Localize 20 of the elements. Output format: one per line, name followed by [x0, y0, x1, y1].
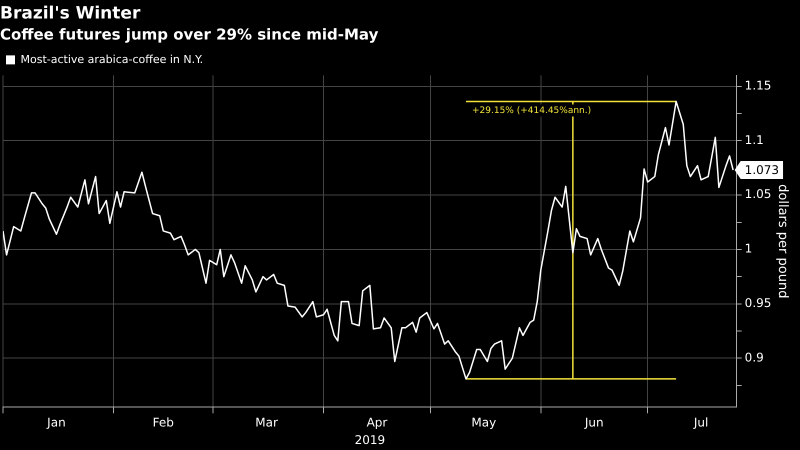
y-axis-title: dollars per pound — [774, 184, 790, 298]
y-tick-label: 1.05 — [744, 187, 772, 202]
legend-label: Most-active arabica-coffee in N.Y. — [20, 52, 204, 66]
y-tick-label: 1.1 — [744, 132, 764, 147]
x-tick-label: Mar — [255, 416, 278, 430]
x-tick-label: Jun — [584, 416, 604, 430]
y-tick-label: 1.15 — [744, 78, 772, 92]
annotation: +29.15% (+414.45%ann.) — [472, 106, 592, 116]
y-tick-label: 1 — [744, 242, 752, 256]
x-tick-label: Jul — [692, 416, 708, 430]
y-tick-label: 0.95 — [744, 296, 772, 310]
x-tick-label: Apr — [366, 416, 388, 430]
y-tick-label: 0.9 — [744, 350, 764, 364]
chart-title: Brazil's Winter — [0, 4, 141, 24]
x-tick-label: Jan — [46, 416, 66, 430]
chart-subtitle: Coffee futures jump over 29% since mid-May — [0, 25, 379, 44]
annotation: 1.073 — [744, 163, 780, 178]
x-axis-title: 2019 — [354, 432, 386, 447]
x-tick-label: Feb — [152, 416, 174, 430]
x-tick-label: May — [471, 416, 496, 430]
